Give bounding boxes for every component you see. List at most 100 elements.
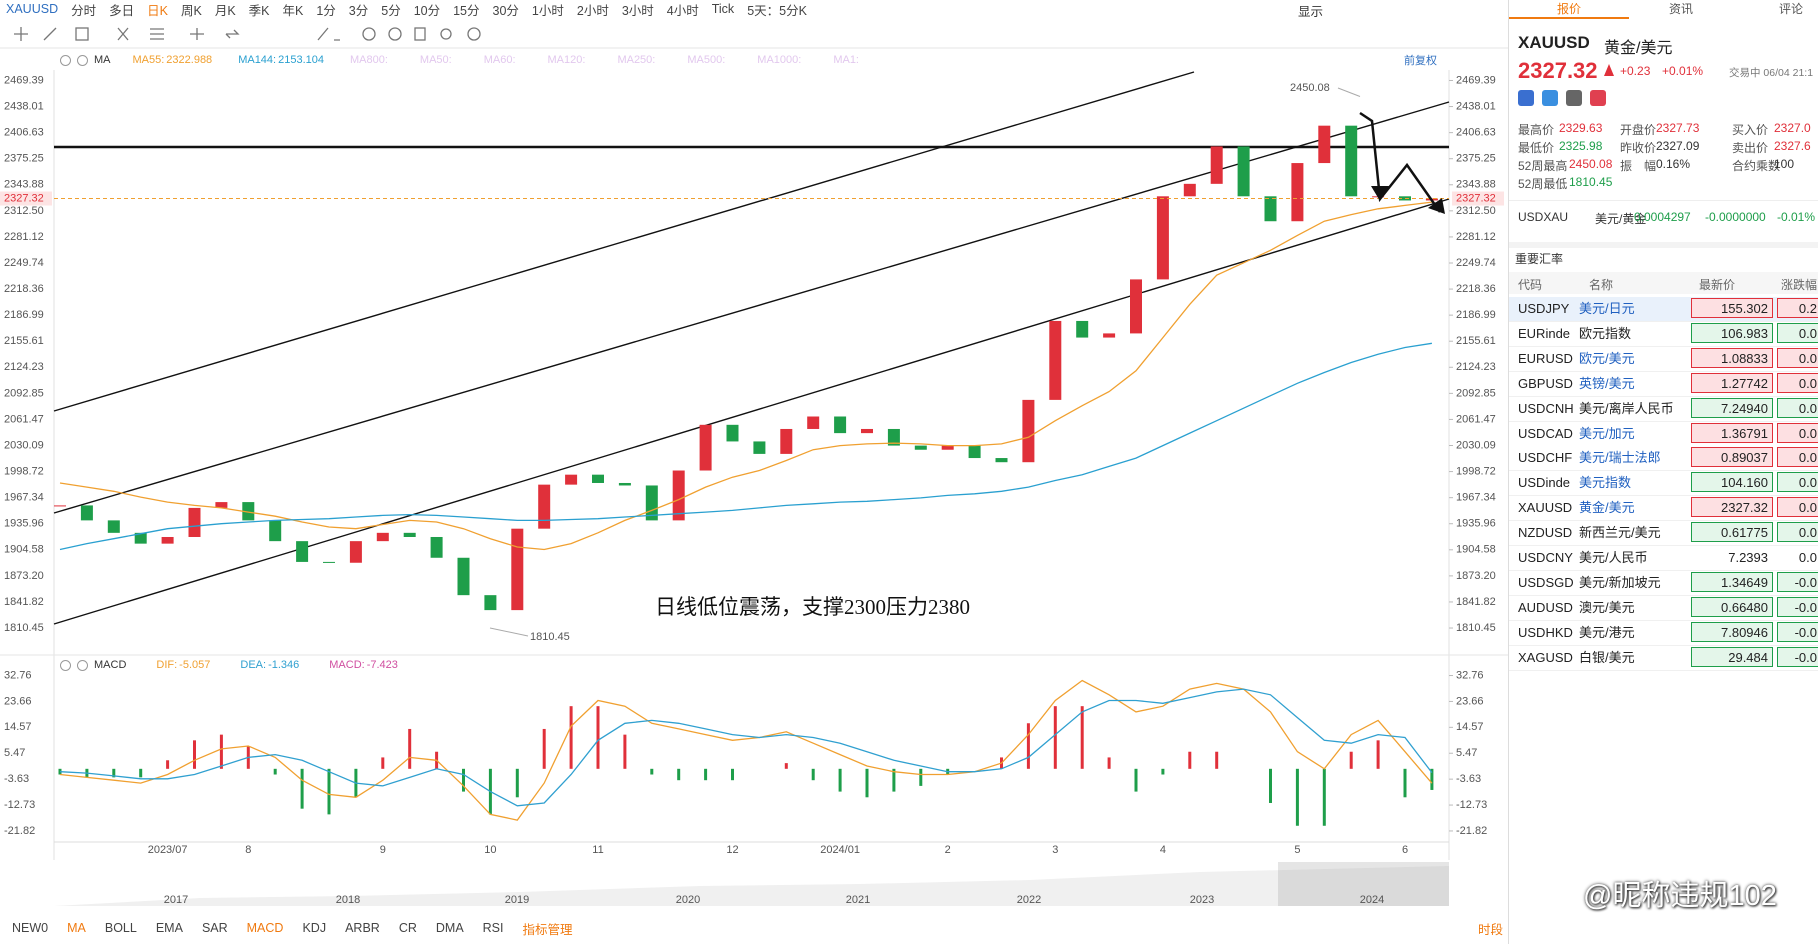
period-tab[interactable]: 2小时 xyxy=(576,3,609,18)
icon-circle xyxy=(362,27,376,41)
icon-cross xyxy=(14,27,28,41)
period-tab[interactable]: 日K xyxy=(147,3,168,18)
indicator-tab[interactable]: MACD xyxy=(246,921,284,935)
period-tab[interactable]: 30分 xyxy=(492,3,519,18)
macd-bar xyxy=(273,768,277,775)
indicator-tab[interactable]: BOLL xyxy=(104,921,137,935)
period-tab[interactable]: 1分 xyxy=(316,3,336,18)
macd-label[interactable]: MACD xyxy=(94,659,127,671)
column-header: 名称 xyxy=(1589,278,1614,292)
y-tick-label: 2186.99 xyxy=(1456,309,1496,321)
icon-eye xyxy=(440,28,452,40)
row-price: 155.302 xyxy=(1691,298,1773,318)
y-tick-label: 1873.20 xyxy=(1456,570,1496,582)
candle xyxy=(753,441,766,454)
high-leader xyxy=(1337,87,1361,97)
panel-tab[interactable]: 评论 xyxy=(1779,2,1804,16)
ma-label[interactable]: MA xyxy=(94,54,111,66)
period-tab[interactable]: Tick xyxy=(711,2,735,16)
session-button[interactable]: 时段 xyxy=(1478,923,1504,937)
indicator-tab[interactable]: 指标管理 xyxy=(522,922,573,937)
period-tab[interactable]: 周K xyxy=(180,3,202,18)
adjust-button[interactable]: 前复权 xyxy=(1404,55,1437,67)
indicator-tab[interactable]: EMA xyxy=(155,921,183,935)
period-tab[interactable]: 15分 xyxy=(453,3,480,18)
indicator-tab[interactable]: MA xyxy=(67,921,86,935)
indicator-tab[interactable]: NEW0 xyxy=(12,921,49,935)
close-icon[interactable] xyxy=(77,54,88,66)
period-tab[interactable]: 5分 xyxy=(381,3,401,18)
y-tick-label: 2312.50 xyxy=(1456,205,1496,217)
candle xyxy=(1210,146,1223,184)
legend-faded: MA500: xyxy=(687,54,726,66)
macd-bar xyxy=(1349,751,1353,769)
action-icon[interactable] xyxy=(1590,90,1606,106)
row-price: 7.24940 xyxy=(1691,397,1773,418)
indicator-tab[interactable]: RSI xyxy=(482,921,504,935)
period-tab[interactable]: 4小时 xyxy=(666,3,699,18)
y-tick-label: 1810.45 xyxy=(1456,622,1496,634)
y-tick-label: 2469.39 xyxy=(1456,74,1496,86)
candle xyxy=(188,507,201,537)
indicator-tab[interactable]: DMA xyxy=(435,921,464,935)
macd-bar xyxy=(919,768,923,786)
indicator-tab[interactable]: SAR xyxy=(201,921,228,935)
indicator-tab[interactable]: CR xyxy=(398,921,417,935)
row-price: 1.34649 xyxy=(1691,571,1773,592)
column-header: 最新价 xyxy=(1699,278,1736,292)
period-tab[interactable]: 3小时 xyxy=(621,3,654,18)
navigator-selection[interactable] xyxy=(1278,862,1449,906)
y-tick-label: 2343.88 xyxy=(1456,179,1496,191)
row-change: 0.2 xyxy=(1777,298,1818,318)
period-tab[interactable]: 10分 xyxy=(413,3,441,18)
y-tick-label: 2218.36 xyxy=(1456,283,1496,295)
period-tab[interactable]: 多日 xyxy=(109,3,135,18)
panel-tab[interactable]: 资讯 xyxy=(1669,2,1694,16)
period-tab[interactable]: 年K xyxy=(282,3,304,18)
period-tab[interactable]: 5天：5分K xyxy=(747,3,807,18)
row-name: 欧元指数 xyxy=(1579,325,1632,341)
indicator-tab[interactable]: KDJ xyxy=(302,921,327,935)
symbol[interactable]: XAUUSD xyxy=(6,2,59,16)
section-title: 重要汇率 xyxy=(1515,252,1564,266)
row-price: 7.2393 xyxy=(1691,547,1773,567)
row-name: 欧元/美元 xyxy=(1579,350,1635,366)
candle xyxy=(807,416,820,429)
row-name: 美元/新加坡元 xyxy=(1579,574,1661,590)
period-tab[interactable]: 季K xyxy=(248,3,270,18)
period-tab[interactable]: 3分 xyxy=(348,3,369,18)
x-tick-label: 8 xyxy=(245,844,251,856)
candle xyxy=(1156,196,1169,280)
divider xyxy=(1509,242,1818,248)
indicator-tabs: NEW0 MA BOLL EMA SAR MACD KDJ ARBR CR DMA RSI 指标管理 xyxy=(12,919,592,937)
settings-icon[interactable] xyxy=(60,659,71,671)
stat-value: 2450.08 xyxy=(1569,157,1613,171)
navigator-year: 2024 xyxy=(1360,894,1384,906)
indicator-tab[interactable]: ARBR xyxy=(345,921,380,935)
y-tick-label: 2092.85 xyxy=(1456,387,1496,399)
action-icon[interactable] xyxy=(1518,90,1534,106)
x-tick-label: 11 xyxy=(592,844,603,856)
display-menu[interactable]: 显示 xyxy=(1298,5,1324,19)
last-price-box xyxy=(1452,191,1504,206)
action-icon[interactable] xyxy=(1566,90,1582,106)
close-icon[interactable] xyxy=(77,659,88,671)
macd-bar xyxy=(1188,751,1192,769)
settings-icon[interactable] xyxy=(60,54,71,66)
row-price: 0.61775 xyxy=(1691,522,1773,543)
stat-value: 2327.6 xyxy=(1774,139,1811,153)
stat-value: 2329.63 xyxy=(1559,121,1603,135)
icon-arrow xyxy=(225,29,240,39)
period-tab[interactable]: 分时 xyxy=(71,3,97,18)
period-tab[interactable]: 月K xyxy=(214,3,236,18)
y-tick-label: 2218.36 xyxy=(4,283,44,295)
row-name: 美元/港元 xyxy=(1579,624,1635,640)
panel-tab[interactable]: 报价 xyxy=(1557,2,1582,16)
candle xyxy=(403,532,416,537)
row-change: 0.0 xyxy=(1777,347,1818,368)
candle xyxy=(484,595,497,611)
action-icon[interactable] xyxy=(1542,90,1558,106)
row-change: 0.0 xyxy=(1777,522,1818,543)
candle xyxy=(242,502,255,521)
period-tab[interactable]: 1小时 xyxy=(531,3,564,18)
